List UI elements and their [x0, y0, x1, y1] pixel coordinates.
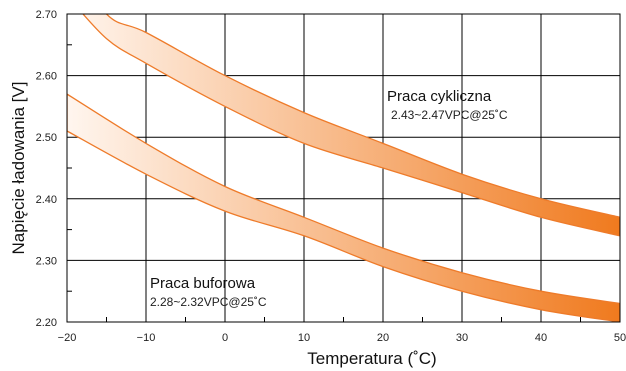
float-annotation-title: Praca buforowa: [150, 275, 256, 292]
x-tick-label: −10: [137, 332, 156, 344]
x-tick-label: −20: [58, 332, 77, 344]
y-tick-label: 2.50: [36, 132, 57, 144]
y-tick-labels: 2.20 2.30 2.40 2.50 2.60 2.70: [36, 9, 57, 329]
float-band: [67, 93, 620, 322]
float-annotation-value: 2.28~2.32VPC@25˚C: [150, 295, 267, 309]
cyclic-annotation-value: 2.43~2.47VPC@25˚C: [391, 108, 508, 122]
x-tick-label: 10: [298, 332, 310, 344]
x-tick-label: 50: [614, 332, 626, 344]
x-tick-labels: −20 −10 0 10 20 30 40 50: [58, 332, 626, 344]
y-tick-label: 2.20: [36, 317, 57, 329]
cyclic-annotation-title: Praca cykliczna: [387, 88, 492, 105]
y-tick-label: 2.60: [36, 71, 57, 83]
y-tick-label: 2.40: [36, 194, 57, 206]
x-tick-label: 30: [456, 332, 468, 344]
bands: [67, 14, 620, 322]
plot-frame: [66, 13, 621, 323]
cyclic-band: [82, 14, 620, 237]
x-axis-label: Temperatura (˚C): [307, 349, 436, 368]
x-tick-label: 40: [535, 332, 547, 344]
x-tick-label: 0: [222, 332, 228, 344]
y-tick-label: 2.70: [36, 9, 57, 21]
x-tick-label: 20: [377, 332, 389, 344]
y-tick-label: 2.30: [36, 255, 57, 267]
y-axis-label: Napięcie ładowania [V]: [9, 82, 28, 255]
